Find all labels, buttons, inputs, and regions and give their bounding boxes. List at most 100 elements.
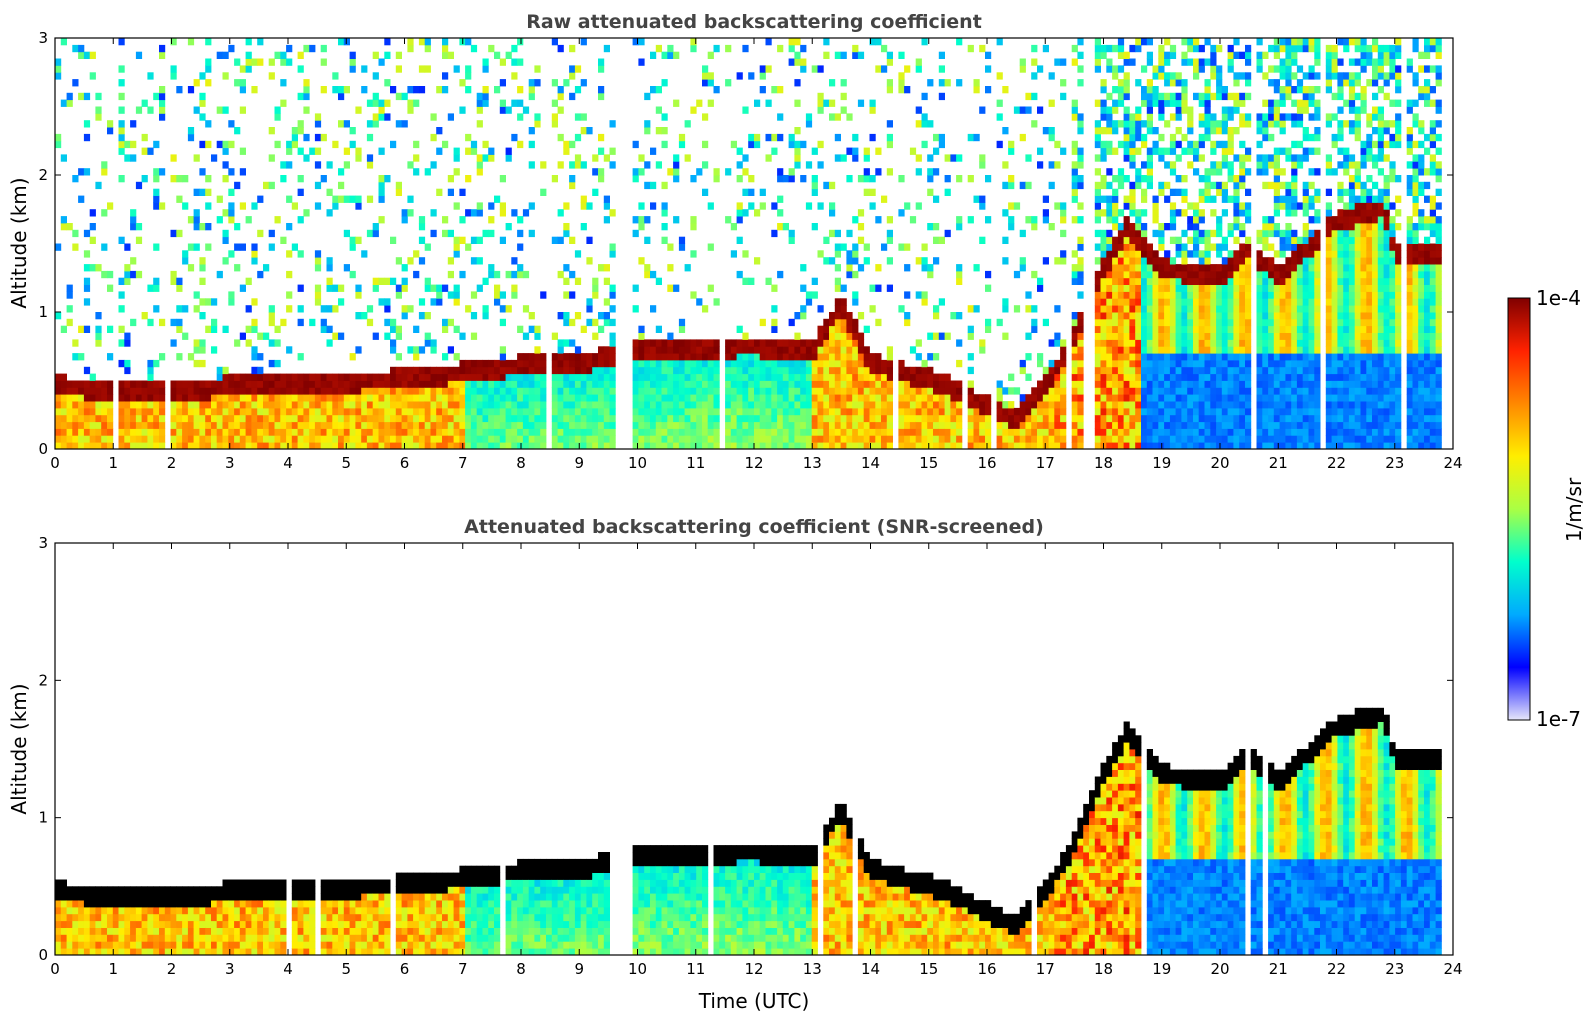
- heatmap-cell: [251, 202, 258, 210]
- heatmap-cell: [216, 373, 223, 381]
- heatmap-cell: [1245, 312, 1252, 320]
- heatmap-cell: [1187, 359, 1194, 368]
- heatmap-cell: [1013, 428, 1021, 436]
- heatmap-cell: [234, 394, 241, 402]
- heatmap-cell: [1060, 394, 1067, 402]
- heatmap-cell: [1245, 188, 1252, 196]
- heatmap-cell: [1187, 216, 1194, 224]
- heatmap-cell: [1158, 401, 1165, 409]
- heatmap-cell: [447, 291, 454, 299]
- heatmap-cell: [702, 72, 709, 80]
- heatmap-cell: [1008, 175, 1015, 183]
- heatmap-cell: [413, 154, 420, 162]
- heatmap-cell: [1054, 257, 1061, 265]
- heatmap-cell: [973, 305, 980, 313]
- heatmap-cell: [147, 401, 154, 409]
- heatmap-cell: [933, 168, 940, 176]
- heatmap-cell: [869, 414, 876, 423]
- heatmap-cell: [921, 38, 928, 46]
- heatmap-cell: [251, 414, 258, 423]
- heatmap-cell: [303, 387, 310, 395]
- heatmap-cell: [1042, 318, 1049, 327]
- heatmap-cell: [875, 407, 882, 416]
- heatmap-cell: [1112, 407, 1119, 416]
- heatmap-cell: [574, 161, 582, 169]
- heatmap-cell: [742, 421, 749, 429]
- heatmap-cell: [338, 120, 345, 128]
- heatmap-cell: [921, 414, 928, 423]
- heatmap-cell: [505, 394, 512, 402]
- heatmap-cell: [956, 175, 963, 183]
- heatmap-cell: [782, 435, 789, 443]
- heatmap-cell: [938, 92, 945, 101]
- heatmap-cell: [863, 401, 870, 409]
- heatmap-cell: [442, 284, 449, 292]
- heatmap-cell: [771, 202, 778, 210]
- heatmap-cell: [586, 407, 593, 416]
- heatmap-cell: [1037, 435, 1044, 443]
- heatmap-cell: [909, 387, 917, 395]
- heatmap-cell: [1054, 373, 1061, 381]
- heatmap-cell: [1262, 181, 1269, 190]
- heatmap-cell: [973, 79, 980, 87]
- heatmap-cell: [557, 407, 564, 416]
- heatmap-cell: [1123, 86, 1130, 94]
- heatmap-cell: [1169, 421, 1177, 429]
- heatmap-cell: [638, 359, 645, 368]
- heatmap-cell: [834, 284, 841, 292]
- heatmap-cell: [650, 202, 657, 210]
- heatmap-cell: [765, 65, 772, 73]
- heatmap-cell: [366, 154, 374, 162]
- heatmap-cell: [707, 380, 714, 388]
- heatmap-cell: [1106, 216, 1113, 224]
- heatmap-cell: [1071, 44, 1078, 53]
- heatmap-cell: [875, 394, 882, 402]
- heatmap-cell: [413, 270, 420, 279]
- heatmap-cell: [898, 435, 905, 443]
- heatmap-cell: [603, 428, 610, 436]
- heatmap-cell: [754, 209, 761, 217]
- heatmap-cell: [1169, 387, 1177, 395]
- heatmap-cell: [1141, 394, 1148, 402]
- heatmap-cell: [950, 312, 957, 320]
- heatmap-cell: [1100, 332, 1107, 340]
- heatmap-cell: [343, 147, 350, 155]
- heatmap-cell: [511, 99, 518, 107]
- heatmap-cell: [690, 44, 697, 53]
- heatmap-cell: [499, 366, 506, 375]
- heatmap-cell: [1273, 359, 1280, 368]
- heatmap-cell: [314, 202, 322, 210]
- heatmap-cell: [320, 428, 327, 436]
- heatmap-cell: [800, 359, 807, 368]
- heatmap-cell: [661, 209, 668, 217]
- heatmap-cell: [857, 407, 865, 416]
- heatmap-cell: [459, 380, 466, 388]
- heatmap-cell: [1077, 79, 1084, 87]
- heatmap-cell: [303, 407, 310, 416]
- heatmap-cell: [869, 353, 876, 361]
- heatmap-cell: [690, 38, 697, 46]
- heatmap-cell: [384, 332, 391, 340]
- heatmap-cell: [101, 442, 108, 449]
- heatmap-cell: [499, 79, 506, 87]
- heatmap-cell: [1135, 168, 1142, 176]
- heatmap-cell: [933, 223, 940, 231]
- heatmap-cell: [1210, 428, 1217, 436]
- heatmap-cell: [696, 435, 703, 443]
- heatmap-cell: [1112, 353, 1119, 361]
- heatmap-cell: [228, 202, 235, 210]
- heatmap-cell: [742, 380, 749, 388]
- heatmap-cell: [1100, 346, 1107, 354]
- heatmap-cell: [234, 428, 241, 436]
- heatmap-cell: [1123, 346, 1130, 354]
- heatmap-cell: [592, 394, 599, 402]
- heatmap-cell: [730, 442, 737, 449]
- heatmap-cell: [1181, 264, 1188, 272]
- heatmap-cell: [141, 380, 148, 388]
- heatmap-cell: [1077, 161, 1084, 169]
- heatmap-cell: [678, 339, 686, 347]
- heatmap-cell: [401, 394, 408, 402]
- heatmap-cell: [603, 421, 610, 429]
- heatmap-cell: [130, 380, 137, 388]
- heatmap-cell: [673, 373, 680, 381]
